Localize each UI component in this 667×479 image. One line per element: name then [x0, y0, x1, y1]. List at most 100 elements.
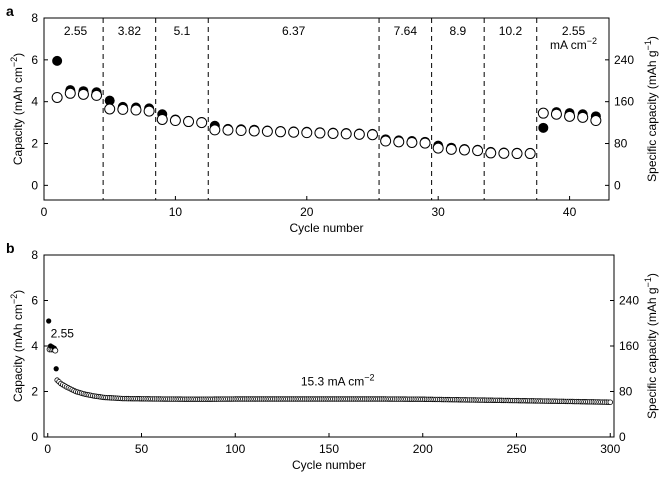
data-point-open: [485, 147, 497, 159]
data-point-open: [432, 142, 444, 154]
data-point-open: [169, 115, 181, 127]
y-tick-label: 6: [31, 53, 38, 67]
data-point-filled: [104, 95, 115, 106]
data-point-open: [550, 108, 562, 120]
data-point-open: [366, 129, 378, 141]
annotation-label: 15.3 mA cm−2: [301, 372, 375, 388]
y2-tick-label: 160: [614, 95, 634, 109]
rate-unit-label: mA cm−2: [550, 36, 597, 52]
x-tick-label: 50: [135, 442, 149, 456]
x-tick-label: 30: [432, 205, 446, 219]
rate-label: 10.2: [499, 24, 523, 38]
data-point-open: [590, 115, 602, 127]
data-point-open: [209, 124, 221, 136]
data-point-open: [91, 89, 103, 101]
x-tick-label: 300: [600, 442, 620, 456]
data-point-open: [353, 128, 365, 140]
y2-tick-label: 0: [614, 178, 621, 192]
rate-label: 7.64: [394, 24, 418, 38]
y2-tick-label: 160: [619, 339, 639, 353]
data-point-open: [117, 103, 129, 115]
y-tick-label: 4: [31, 95, 38, 109]
y-tick-label: 2: [31, 137, 38, 151]
x-tick-label: 250: [506, 442, 526, 456]
y-axis-title: Capacity (mAh cm−2): [9, 290, 25, 402]
data-point-open: [183, 116, 195, 128]
y2-axis-title: Specific capacity (mAh g−1): [643, 36, 659, 182]
plot-frame: [43, 17, 610, 201]
data-point-open: [498, 147, 510, 159]
data-point-filled: [538, 122, 549, 133]
data-point-open: [261, 125, 273, 137]
rate-label: 8.9: [450, 24, 467, 38]
x-tick-label: 200: [413, 442, 433, 456]
y2-tick-label: 80: [619, 385, 633, 399]
plot-frame: [43, 254, 615, 438]
x-tick-label: 20: [300, 205, 314, 219]
x-tick-label: 0: [44, 442, 51, 456]
data-point-open: [51, 91, 63, 103]
y-tick-label: 6: [31, 294, 38, 308]
y2-tick-label: 240: [619, 294, 639, 308]
x-axis-title: Cycle number: [292, 458, 366, 472]
x-tick-label: 150: [319, 442, 339, 456]
data-point-open: [104, 103, 116, 115]
data-point-open: [77, 88, 89, 100]
data-point-open: [524, 148, 536, 160]
rate-label: 6.37: [282, 24, 306, 38]
data-point-open: [564, 110, 576, 122]
x-tick-label: 40: [563, 205, 577, 219]
x-tick-label: 100: [225, 442, 245, 456]
y-tick-label: 8: [31, 11, 38, 25]
y-tick-label: 0: [31, 430, 38, 444]
y-tick-label: 2: [31, 385, 38, 399]
y2-tick-label: 0: [619, 430, 626, 444]
data-point-open: [419, 137, 431, 149]
data-point-open: [222, 124, 234, 136]
y-axis-title: Capacity (mAh cm−2): [9, 53, 25, 165]
data-point-open: [130, 104, 142, 116]
data-point-open: [196, 117, 208, 129]
y-tick-label: 0: [31, 178, 38, 192]
y-tick-label: 8: [31, 248, 38, 262]
rate-label: 3.82: [118, 24, 142, 38]
data-point-open: [393, 136, 405, 148]
y2-axis-title: Specific capacity (mAh g−1): [643, 273, 659, 419]
y-tick-label: 4: [31, 339, 38, 353]
data-point-open: [52, 347, 59, 354]
x-axis-title: Cycle number: [289, 221, 363, 235]
y2-tick-label: 240: [614, 53, 634, 67]
data-point-open: [472, 145, 484, 157]
data-point-open: [406, 136, 418, 148]
data-point-filled: [46, 318, 52, 324]
data-point-open: [64, 87, 76, 99]
data-point-open: [143, 105, 155, 117]
x-tick-label: 10: [169, 205, 183, 219]
annotation-label: 2.55: [51, 326, 75, 340]
data-point-filled: [53, 366, 59, 372]
data-point-open: [327, 127, 339, 139]
data-point-open: [275, 126, 287, 138]
data-point-filled: [52, 55, 63, 66]
data-point-open: [458, 144, 470, 156]
data-point-open: [577, 111, 589, 123]
rate-label: 5.1: [174, 24, 191, 38]
data-point-open: [288, 126, 300, 138]
data-point-open: [511, 148, 523, 160]
y2-tick-label: 80: [614, 137, 628, 151]
rate-label: 2.55: [64, 24, 88, 38]
rate-label: 2.55: [562, 24, 586, 38]
data-point-open: [301, 127, 313, 139]
data-point-open: [380, 135, 392, 147]
data-point-open: [248, 125, 260, 137]
data-point-open: [156, 113, 168, 125]
data-point-open: [340, 128, 352, 140]
panel-label: b: [6, 240, 15, 256]
data-point-open: [607, 399, 613, 405]
panel-label: a: [6, 3, 14, 19]
data-point-open: [235, 125, 247, 137]
x-tick-label: 0: [41, 205, 48, 219]
